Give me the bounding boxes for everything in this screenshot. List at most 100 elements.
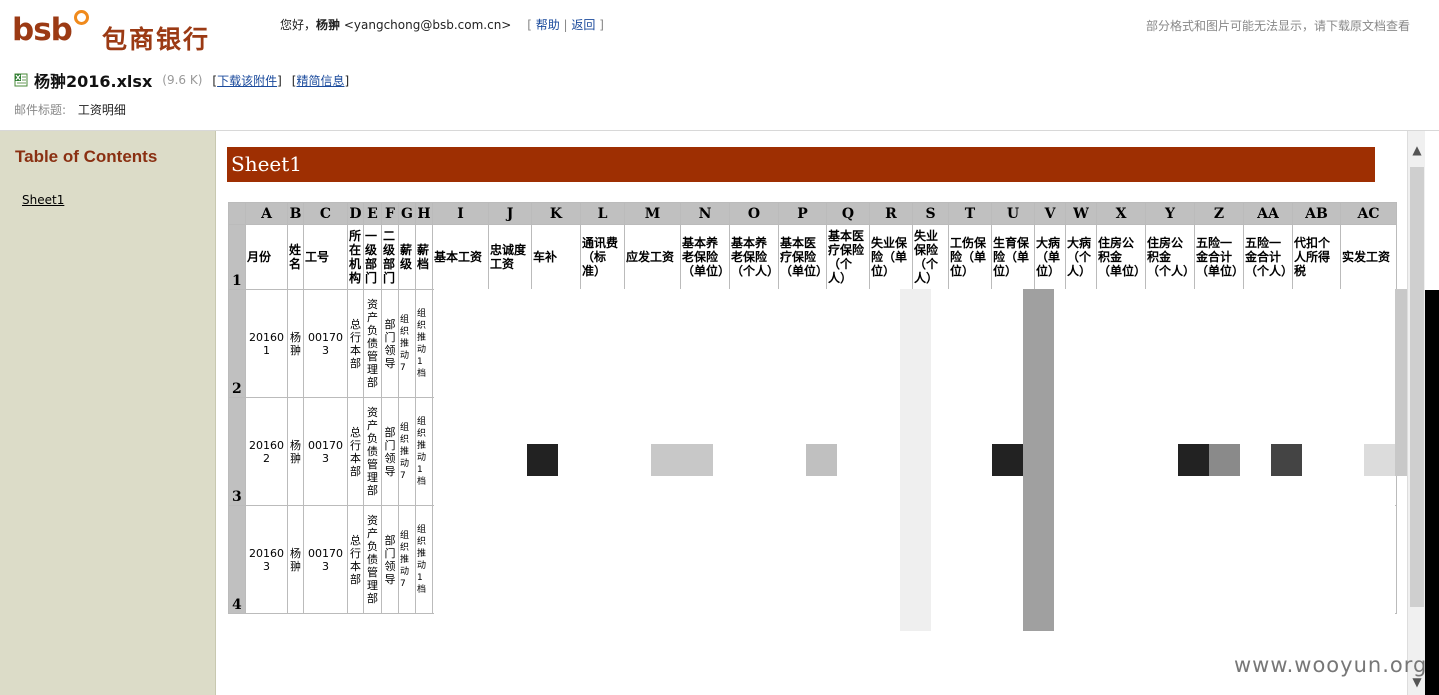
render-artifact: [900, 289, 931, 631]
row-number: 2: [228, 289, 246, 398]
sheet-viewer[interactable]: Sheet1 A B C D E F G H I J K L M N O P Q…: [216, 131, 1423, 695]
header-cell[interactable]: 基本医疗保险（单位）: [778, 224, 827, 290]
header-cell[interactable]: 忠诚度工资: [488, 224, 532, 290]
header-cell[interactable]: 姓名: [287, 224, 304, 290]
column-letter: AC: [1340, 202, 1397, 225]
header-cell[interactable]: 车补: [531, 224, 581, 290]
cell-month[interactable]: 201601: [245, 289, 288, 398]
header-cell[interactable]: 一级部门: [363, 224, 382, 290]
cell-grade[interactable]: 组织推动7: [398, 397, 416, 506]
cell-id[interactable]: 001703: [303, 505, 348, 614]
header-cell[interactable]: 五险一金合计（个人）: [1243, 224, 1293, 290]
column-letter: S: [912, 202, 949, 225]
header-cell[interactable]: 所在机构: [347, 224, 364, 290]
help-link[interactable]: 帮助: [535, 18, 560, 32]
render-artifact: [1209, 444, 1240, 476]
cell-grade[interactable]: 组织推动7: [398, 289, 416, 398]
header-cell[interactable]: 工伤保险（单位）: [948, 224, 992, 290]
watermark-text: www.wooyun.org: [1234, 653, 1428, 677]
subject-label: 邮件标题:: [14, 103, 67, 117]
vertical-scrollbar[interactable]: ▲ ▼: [1407, 131, 1425, 695]
header-cell[interactable]: 薪级: [398, 224, 416, 290]
header-cell[interactable]: 二级部门: [381, 224, 399, 290]
cell-name[interactable]: 杨翀: [287, 505, 304, 614]
attachment-row: 杨翀2016.xlsx (9.6 K) [下载该附件] [精简信息]: [14, 70, 349, 91]
header-cell[interactable]: 代扣个人所得税: [1292, 224, 1341, 290]
header-cell[interactable]: 基本医疗保险（个人）: [826, 224, 870, 290]
header-cell[interactable]: 生育保险（单位）: [991, 224, 1035, 290]
header-cell[interactable]: 基本工资: [432, 224, 489, 290]
corner-cell: [228, 202, 246, 225]
back-link[interactable]: 返回: [571, 18, 596, 32]
toc-item-sheet1[interactable]: Sheet1: [22, 193, 65, 207]
cell-dept2[interactable]: 部门领导: [381, 289, 399, 398]
column-letter: R: [869, 202, 913, 225]
header-cell[interactable]: 失业保险（单位）: [869, 224, 913, 290]
render-artifact: [1364, 444, 1395, 476]
header-cell[interactable]: 大病（个人）: [1065, 224, 1097, 290]
header-cell[interactable]: 失业保险（个人）: [912, 224, 949, 290]
header-cell[interactable]: 应发工资: [624, 224, 681, 290]
column-letter: B: [287, 202, 304, 225]
column-letter: H: [415, 202, 433, 225]
column-letter: D: [347, 202, 364, 225]
header-cell[interactable]: 基本养老保险（单位）: [680, 224, 730, 290]
cell-level[interactable]: 组织推动1档: [415, 397, 433, 506]
cell-month[interactable]: 201602: [245, 397, 288, 506]
cell-org[interactable]: 总行本部: [347, 397, 364, 506]
mail-header: bsb 包商银行 您好，杨翀 <yangchong@bsb.com.cn> [ …: [0, 0, 1439, 131]
logo-cjk-text: 包商银行: [102, 25, 211, 54]
column-letter: Z: [1194, 202, 1244, 225]
header-cell[interactable]: 五险一金合计（单位）: [1194, 224, 1244, 290]
cell-name[interactable]: 杨翀: [287, 397, 304, 506]
cell-dept1[interactable]: 资产负债管理部: [363, 397, 382, 506]
user-name: 杨翀: [316, 18, 341, 32]
cell-dept1[interactable]: 资产负债管理部: [363, 505, 382, 614]
scrollbar-thumb[interactable]: [1410, 167, 1424, 607]
cell-name[interactable]: 杨翀: [287, 289, 304, 398]
render-artifact: [527, 444, 558, 476]
cell-org[interactable]: 总行本部: [347, 289, 364, 398]
download-attachment-link[interactable]: 下载该附件: [217, 73, 278, 88]
window-edge: [1425, 290, 1439, 695]
column-letter: P: [778, 202, 827, 225]
table-row: 1 月份 姓名 工号 所在机构 一级部门 二级部门 薪级 薪档 基本工资 忠诚度…: [228, 224, 1397, 290]
render-artifact: [992, 444, 1023, 476]
render-artifact: [806, 444, 837, 476]
header-cell[interactable]: 大病（单位）: [1034, 224, 1066, 290]
simple-info-link[interactable]: 精简信息: [296, 73, 345, 88]
cell-grade[interactable]: 组织推动7: [398, 505, 416, 614]
cell-dept2[interactable]: 部门领导: [381, 505, 399, 614]
header-cell[interactable]: 基本养老保险（个人）: [729, 224, 779, 290]
header-cell[interactable]: 薪档: [415, 224, 433, 290]
cell-level[interactable]: 组织推动1档: [415, 505, 433, 614]
cell-org[interactable]: 总行本部: [347, 505, 364, 614]
column-letter: T: [948, 202, 992, 225]
cell-level[interactable]: 组织推动1档: [415, 289, 433, 398]
user-greeting: 您好，杨翀 <yangchong@bsb.com.cn> [ 帮助 | 返回 ]: [280, 18, 604, 32]
scroll-down-icon[interactable]: ▼: [1412, 675, 1422, 689]
format-notice: 部分格式和图片可能无法显示，请下载原文档查看: [1145, 19, 1410, 33]
excel-file-icon: [14, 73, 28, 87]
column-letter: AB: [1292, 202, 1341, 225]
cell-dept1[interactable]: 资产负债管理部: [363, 289, 382, 398]
subject-value: 工资明细: [77, 103, 126, 117]
attachment-file-size: (9.6 K): [162, 73, 203, 87]
cell-month[interactable]: 201603: [245, 505, 288, 614]
header-cell[interactable]: 工号: [303, 224, 348, 290]
column-letter: AA: [1243, 202, 1293, 225]
header-cell[interactable]: 实发工资: [1340, 224, 1397, 290]
column-letter: E: [363, 202, 382, 225]
render-artifact: [1178, 444, 1209, 476]
cell-id[interactable]: 001703: [303, 397, 348, 506]
sheet-title-banner: Sheet1: [227, 147, 1375, 182]
column-letter: L: [580, 202, 625, 225]
header-cell[interactable]: 住房公积金（单位）: [1096, 224, 1146, 290]
header-cell[interactable]: 月份: [245, 224, 288, 290]
column-letter: I: [432, 202, 489, 225]
scroll-up-icon[interactable]: ▲: [1412, 143, 1422, 157]
cell-id[interactable]: 001703: [303, 289, 348, 398]
header-cell[interactable]: 通讯费（标准）: [580, 224, 625, 290]
header-cell[interactable]: 住房公积金（个人）: [1145, 224, 1195, 290]
cell-dept2[interactable]: 部门领导: [381, 397, 399, 506]
